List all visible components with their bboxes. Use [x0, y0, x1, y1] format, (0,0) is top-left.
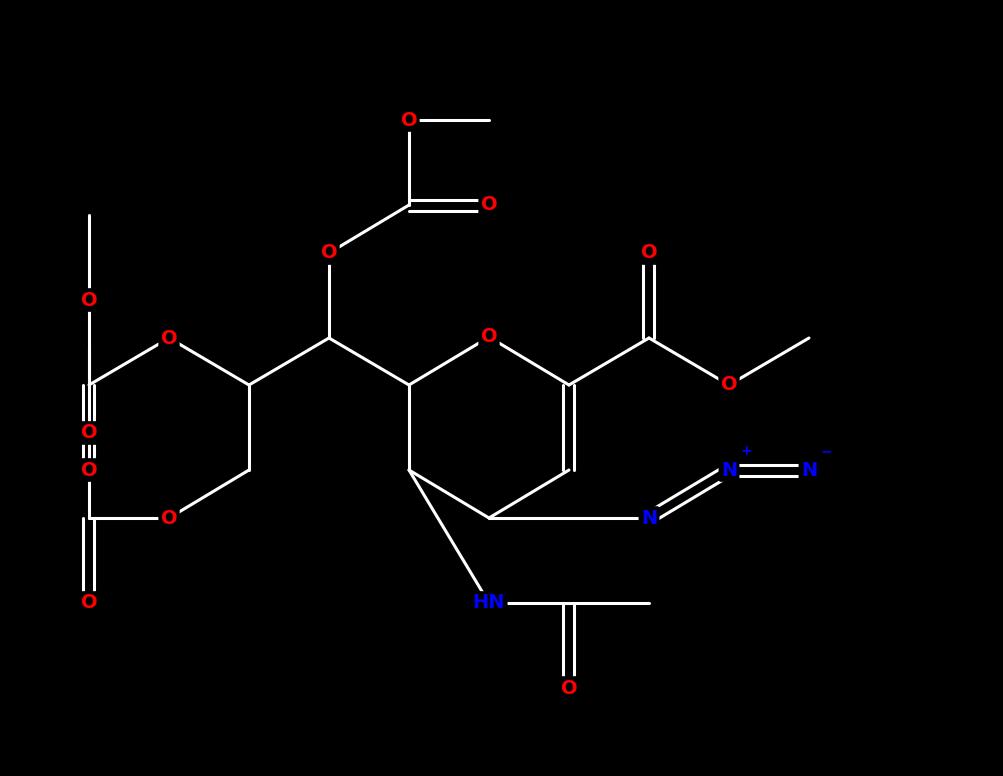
Text: O: O [80, 594, 97, 612]
Text: O: O [480, 196, 496, 214]
Text: O: O [80, 290, 97, 310]
Text: O: O [160, 328, 178, 348]
Text: N: N [720, 460, 736, 480]
Text: O: O [160, 508, 178, 528]
Text: O: O [80, 424, 97, 442]
Text: O: O [400, 110, 417, 130]
Text: O: O [480, 327, 496, 347]
Text: HN: HN [472, 594, 505, 612]
Text: N: N [800, 460, 816, 480]
Text: +: + [740, 444, 752, 458]
Text: O: O [720, 376, 736, 394]
Text: N: N [640, 508, 657, 528]
Text: O: O [80, 460, 97, 480]
Text: O: O [640, 244, 657, 262]
Text: O: O [320, 244, 337, 262]
Text: O: O [560, 678, 577, 698]
Text: −: − [820, 444, 831, 458]
